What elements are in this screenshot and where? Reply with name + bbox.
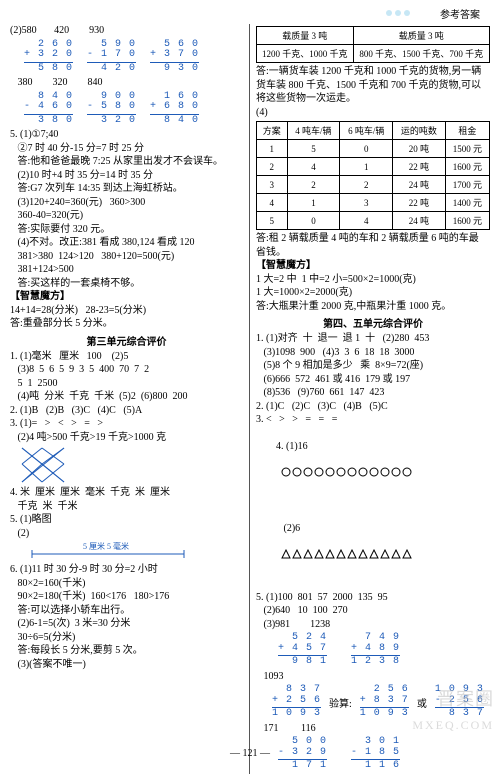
text: 5. (1)100 801 57 2000 135 95	[256, 591, 490, 605]
text: 答:实际要付 320 元。	[10, 223, 243, 237]
text: 381+124>500	[10, 263, 243, 277]
page-number: — 121 —	[0, 748, 500, 759]
text: 1 大=2 中 1 中=2 小=500×2=1000(克)	[256, 273, 490, 287]
text: (3)120+240=360(元) 360>300	[10, 196, 243, 210]
text: 答:重叠部分长 5 分米。	[10, 317, 243, 331]
text: (2)6	[256, 509, 490, 591]
text: (5)8 个 9 相加是多少 乘 8×9=72(座)	[256, 359, 490, 373]
table-a: 载质量 3 吨载质量 3 吨 1200 千克、1000 千克800 千克、150…	[256, 26, 490, 63]
text: 2. (1)C (2)C (3)C (4)B (5)C	[256, 400, 490, 414]
text: 答:一辆货车装 1200 千克和 1000 千克的货物,另一辆	[256, 65, 490, 79]
text: 答:每段长 5 分米,要剪 5 次。	[10, 644, 243, 658]
watermark: 晋案圈	[437, 685, 494, 711]
shape-row	[256, 469, 431, 494]
text: (2)6-1=5(次) 3 米=30 分米	[10, 617, 243, 631]
text: (3)1098 900 (4)3 3 6 18 18 3000	[256, 346, 490, 360]
text: 380 320 840	[10, 76, 243, 90]
unit-title: 第四、五单元综合评价	[256, 315, 490, 330]
cross-figure	[20, 446, 66, 484]
shape-row	[256, 551, 431, 576]
text: 答:G7 次列车 14:35 到达上海虹桥站。	[10, 182, 243, 196]
text: 答:租 2 辆载质量 4 吨的车和 2 辆载质量 6 吨的车最	[256, 232, 490, 246]
watermark-url: MXEQ.COM	[412, 718, 494, 733]
table-b: 方案4 吨车/辆6 吨车/辆运的吨数租金 15020 吨1500 元 24122…	[256, 121, 490, 230]
text: 360-40=320(元)	[10, 209, 243, 223]
text: 千克 米 千米	[10, 500, 243, 514]
text: 80×2=160(千米)	[10, 577, 243, 591]
text: 2. (1)B (2)B (3)C (4)C (5)A	[10, 404, 243, 418]
text: (4)	[256, 106, 490, 120]
text: (2)10 时+4 时 35 分=14 时 35 分	[10, 169, 243, 183]
text: 381>380 124>120 380+120=500(元)	[10, 250, 243, 264]
text: (3)8 5 6 5 9 3 5 400 70 7 2	[10, 363, 243, 377]
text: 答:大瓶果汁重 2000 克,中瓶果汁重 1000 克。	[256, 300, 490, 314]
text: 货车装 800 千克、1500 千克和 700 千克的货物,可以	[256, 79, 490, 93]
text: 5 1 2500	[10, 377, 243, 391]
text: (8)536 (9)760 661 147 423	[256, 386, 490, 400]
text: (4)吨 分米 千克 千米 (5)2 (6)800 200	[10, 390, 243, 404]
text: 省钱。	[256, 246, 490, 260]
text: (6)666 572 461 或 416 179 或 197	[256, 373, 490, 387]
text: 5. (1)略图	[10, 513, 243, 527]
text: 3. (1)= > < > = >	[10, 417, 243, 431]
text: (2)	[10, 527, 243, 541]
arith-block: 5 2 4+ 4 5 79 8 1 7 4 9+ 4 8 91 2 3 8	[278, 633, 490, 668]
text: 5. (1)①7;40	[10, 128, 243, 142]
text: 答:买这样的一套桌椅不够。	[10, 277, 243, 291]
text: 14+14=28(分米) 28-23=5(分米)	[10, 304, 243, 318]
text: ②7 时 40 分-15 分=7 时 25 分	[10, 142, 243, 156]
page-header: 参考答案	[440, 6, 480, 21]
text: 1. (1)对齐 十 退一 退 1 十 (2)280 453	[256, 332, 490, 346]
text: (2)4 吨>500 千克>19 千克>1000 克	[10, 431, 243, 445]
text: 3. < > > = = =	[256, 413, 490, 427]
or-label: 或	[417, 695, 427, 710]
text: 30÷6=5(分米)	[10, 631, 243, 645]
segment-figure: 5 厘米 5 毫米	[28, 542, 243, 561]
verify-label: 验算:	[329, 695, 352, 710]
text: (4)不对。改正:381 看成 380,124 看成 120	[10, 236, 243, 250]
arith-block: 8 4 0- 4 6 03 8 0 9 0 0- 5 8 03 2 0 1 6 …	[24, 92, 243, 127]
text: (2)580 420 930	[10, 24, 243, 38]
text: (3)(答案不唯一)	[10, 658, 243, 672]
text: 90×2=180(千米) 160<176 180>176	[10, 590, 243, 604]
text: 1093	[256, 670, 490, 684]
text: 答:他和爸爸最晚 7:25 从家里出发才不会误车。	[10, 155, 243, 169]
text: 1. (1)毫米 厘米 100 (2)5	[10, 350, 243, 364]
text: 4. 米 厘米 厘米 毫米 千克 米 厘米	[10, 486, 243, 500]
text: 4. (1)16	[256, 427, 490, 509]
text: (2)640 10 100 270	[256, 604, 490, 618]
unit-title: 第三单元综合评价	[10, 333, 243, 348]
svg-text:5 厘米 5 毫米: 5 厘米 5 毫米	[83, 542, 129, 551]
text: 1 大=1000×2=2000(克)	[256, 286, 490, 300]
text: 答:可以选择小轿车出行。	[10, 604, 243, 618]
arith-block: 2 6 0+ 3 2 05 8 0 5 9 0- 1 7 04 2 0 5 6 …	[24, 40, 243, 75]
text: 6. (1)11 时 30 分-9 时 30 分=2 小时	[10, 563, 243, 577]
right-column: 载质量 3 吨载质量 3 吨 1200 千克、1000 千克800 千克、150…	[250, 24, 490, 774]
text: (3)981 1238	[256, 618, 490, 632]
section-label: 【智慧魔方】	[10, 290, 243, 304]
text: 将这些货物一次运走。	[256, 92, 490, 106]
left-column: (2)580 420 930 2 6 0+ 3 2 05 8 0 5 9 0- …	[10, 24, 250, 774]
section-label: 【智慧魔方】	[256, 259, 490, 273]
decor-dots	[383, 8, 410, 19]
